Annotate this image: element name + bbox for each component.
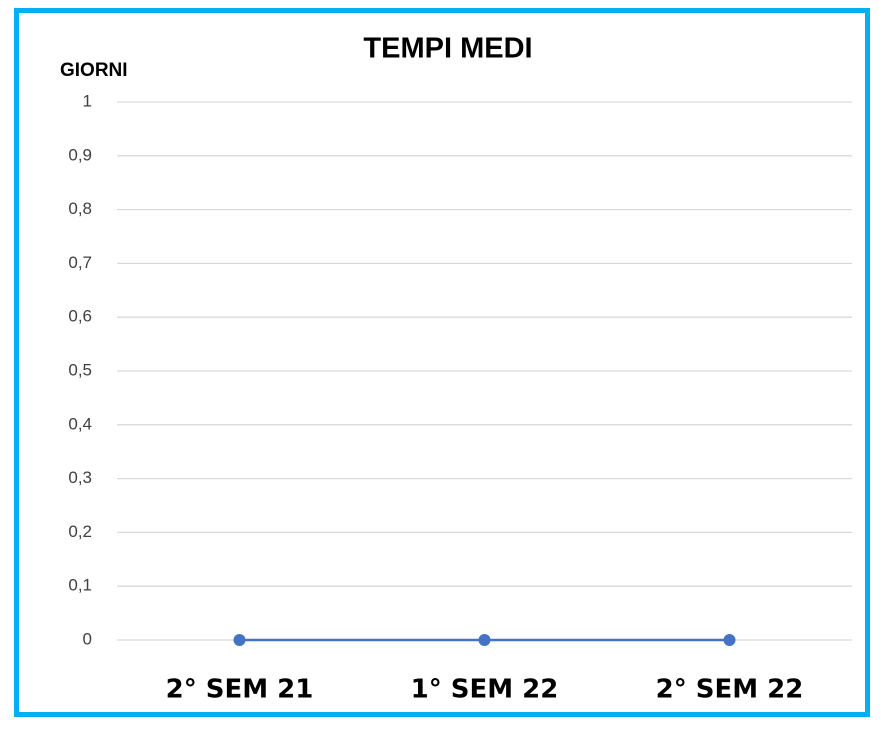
chart-title: TEMPI MEDI: [363, 33, 532, 65]
y-tick-label: 0,8: [68, 199, 92, 218]
y-tick-label: 0,3: [68, 468, 92, 487]
y-tick-label: 0,4: [68, 414, 92, 433]
chart-border: [14, 8, 870, 717]
marker: [723, 634, 736, 646]
y-tick-label: 0,5: [68, 360, 92, 379]
marker: [233, 634, 246, 646]
y-tick-label: 0: [83, 629, 92, 648]
y-axis-label: GIORNI: [60, 60, 128, 81]
x-tick-label: 1° SEM 22: [411, 675, 559, 705]
y-tick-label: 0,7: [68, 253, 92, 272]
y-tick-label: 1: [83, 91, 92, 110]
y-tick-label: 0,1: [68, 576, 92, 595]
x-tick-label: 2° SEM 22: [656, 675, 804, 705]
y-tick-label: 0,2: [68, 522, 92, 541]
y-tick-label: 0,6: [68, 307, 92, 326]
marker: [478, 634, 491, 646]
x-tick-label: 2° SEM 21: [166, 675, 314, 705]
y-tick-label: 0,9: [68, 145, 92, 164]
